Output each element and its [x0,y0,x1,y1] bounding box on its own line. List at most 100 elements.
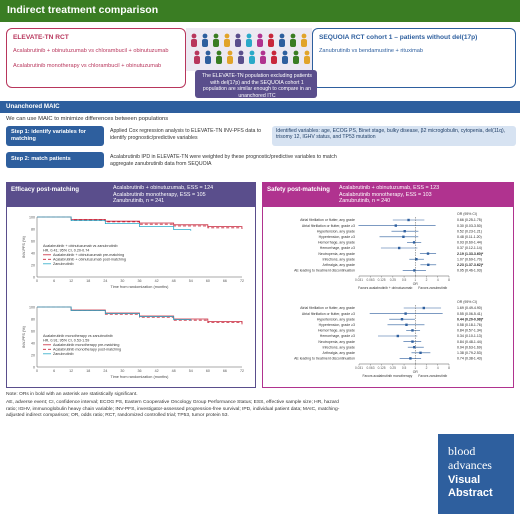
km-y-tick-label: 80 [31,228,35,232]
person-body-icon [293,56,299,64]
forest-row-label: Hypertension, any grade [317,317,355,321]
km-hr-label: HR, 0.91; 95% CI, 0.53-1.59 [43,339,89,343]
page-title: Indirect treatment comparison [7,4,159,16]
forest-point [427,263,430,266]
km-x-tick-label: 24 [103,369,107,373]
footnote-abbreviations: AE, adverse event; CI, confidence interv… [6,400,340,419]
forest-tick-label: 0.25 [390,278,396,282]
sequoia-title: SEQUOIA RCT cohort 1 – patients without … [319,34,478,41]
forest-row-label: Atrial fibrillation or flutter, any grad… [300,306,355,310]
km-x-tick-label: 60 [206,279,210,283]
efficacy-panel: Efficacy post-matching Acalabrutinib + o… [6,182,256,388]
km-legend-label: Acalabrutinib + obinutuzumab pre-matchin… [53,253,124,257]
km-y-tick-label: 0 [33,276,35,280]
person-head-icon [257,33,263,39]
km-hr-label: HR, 0.41; 95% CI, 0.20-0.74 [43,249,89,253]
person-body-icon [290,39,296,47]
elevate-tn-box: ELEVATE-TN RCT Acalabrutinib + obinutuzu… [6,28,186,88]
km-x-tick-label: 54 [189,279,193,283]
forest-point [411,329,414,332]
person-head-icon [279,33,285,39]
km-x-tick-label: 54 [189,369,193,373]
km-x-tick-label: 42 [155,369,159,373]
forest-point [397,246,401,250]
forest-tick-label: 0.125 [378,366,386,370]
forest-point [402,235,405,238]
person-body-icon [279,39,285,47]
forest-point [403,230,406,233]
km-y-tick-label: 20 [31,354,35,358]
person-head-icon [271,50,277,56]
person-head-icon [194,50,200,56]
forest-tick-label: 4 [437,366,439,370]
efficacy-legend-2: Acalabrutinib monotherapy, ESS = 105 [113,191,206,198]
forest-tick-label: 1 [414,278,416,282]
km-series-line [37,306,192,321]
sequoia-box: SEQUOIA RCT cohort 1 – patients without … [312,28,516,88]
km-y-tick-label: 40 [31,342,35,346]
person-head-icon [301,33,307,39]
person-head-icon [224,33,230,39]
callout-text: The ELEVATE-TN population excluding pati… [202,73,312,99]
forest-point [422,306,426,310]
km-x-tick-label: 48 [172,279,176,283]
km-y-axis-label: INV-PFS (%) [22,325,26,347]
forest-row-or: 1.07 (0.69-1.70) [457,257,482,261]
forest-row-or: 0.48 (0.11-1.20) [457,235,482,239]
efficacy-title: Efficacy post-matching [11,186,80,193]
km-x-tick-label: 6 [53,369,55,373]
forest-column-header: OR (95% CI) [457,300,477,304]
efficacy-legend: Acalabrutinib + obinutuzumab, ESS = 124 … [113,185,213,205]
km-y-tick-label: 60 [31,240,35,244]
km-y-axis-label: INV-PFS (%) [22,235,26,257]
forest-row-or: 0.44 (0.20-0.98)* [457,317,484,321]
km-legend-label: Zanubrutinib [53,352,74,356]
forest-point [415,258,418,261]
km-legend-label: Acalabrutinib monotherapy post-matching [53,348,121,352]
forest-row-or: 0.94 (0.63-1.69) [457,345,482,349]
km-y-tick-label: 100 [29,306,35,310]
forest-tick-label: 0.063 [367,366,375,370]
safety-header: Safety post-matching Acalabrutinib + obi… [263,183,513,207]
forest-point [413,269,416,272]
forest-row-or: 1.69 (0.49-4.90) [457,306,482,310]
forest-tick-label: 0.031 [355,366,363,370]
person-body-icon [268,39,274,47]
forest-point [412,241,416,244]
forest-point [413,346,416,349]
forest-row-or: 0.58 (0.18-1.76) [457,323,482,327]
km-y-tick-label: 20 [31,264,35,268]
person-head-icon [216,50,222,56]
forest-tick-label: 0.125 [378,278,386,282]
forest-axis-label: OR [413,282,419,286]
person-body-icon [213,39,219,47]
person-body-icon [260,56,266,64]
person-body-icon [249,56,255,64]
forest-plots: OR (95% CI) Atrial fibrillation or flutte… [294,212,484,378]
km-x-tick-label: 72 [240,279,244,283]
km-y-tick-label: 40 [31,252,35,256]
sequoia-comparison: Zanubrutinib vs bendamustine + rituximab [319,48,424,54]
km-legend-label: Zanubrutinib [53,262,74,266]
km-x-tick-label: 66 [223,369,227,373]
forest-favors-zanubrutinib: Favors zanubrutinib [418,374,447,378]
forest-row-label: Hemorrhage, grade ≥3 [320,246,355,250]
forest-favors-zanubrutinib: Favors zanubrutinib [418,286,447,290]
forest-tick-label: 8 [448,366,450,370]
forest-point [411,340,414,343]
identified-variables-box: Identified variables: age, ECOG PS, Bine… [272,126,516,146]
km-x-tick-label: 36 [138,369,142,373]
elevate-tn-comparison-1: Acalabrutinib + obinutuzumab vs chloramb… [13,48,169,54]
logo-line-3: Visual [448,474,481,486]
person-head-icon [246,33,252,39]
forest-row-label: AE leading to treatment discontinuation [294,357,355,361]
km-x-tick-label: 24 [103,279,107,283]
forest-point [396,334,400,338]
forest-point [404,312,407,315]
population-callout: The ELEVATE-TN population excluding pati… [195,70,317,99]
forest-point [394,224,397,227]
forest-row-label: AE leading to treatment discontinuation [294,269,355,273]
forest-row-label: Neutropenia, any grade [318,252,355,256]
forest-point [407,218,410,222]
efficacy-legend-1: Acalabrutinib + obinutuzumab, ESS = 124 [113,185,214,191]
